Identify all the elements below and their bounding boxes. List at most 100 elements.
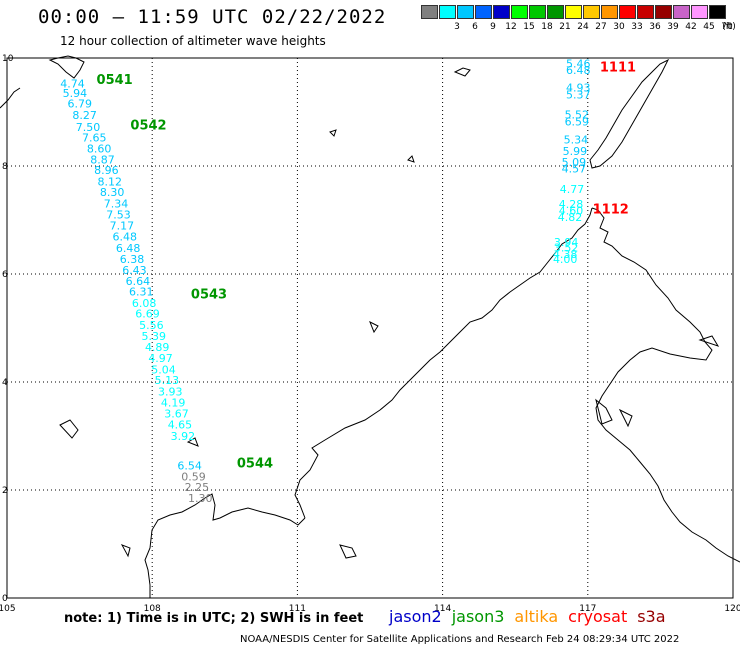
wave-height-label: 6.59 [565, 116, 590, 129]
color-scale-label: 33 [631, 22, 643, 32]
color-scale-label: 12 [505, 22, 517, 32]
wave-height-label: 4.28 [559, 198, 584, 211]
color-scale-label: 6 [472, 22, 478, 32]
coastline-segment [329, 129, 337, 137]
wave-height-label: 5.37 [566, 89, 591, 102]
y-tick-label: 8 [2, 162, 8, 172]
wave-height-label: 5.99 [563, 145, 588, 158]
color-scale-label: 42 [685, 22, 697, 32]
coastline-segment [120, 544, 131, 558]
color-scale-unit: (ft) [722, 22, 736, 32]
wave-height-label: 4.00 [553, 253, 578, 266]
wave-height-label: 6.08 [132, 297, 157, 310]
wave-height-label: 4.93 [566, 81, 591, 94]
wave-height-label: 0.59 [181, 470, 206, 483]
wave-height-label: 6.64 [126, 275, 151, 288]
wave-height-label: 8.87 [90, 153, 115, 166]
wave-height-label: 5.52 [565, 108, 590, 121]
coastline-segment [59, 419, 79, 439]
color-swatch [709, 5, 726, 19]
wave-height-label: 7.65 [82, 132, 107, 145]
wave-height-label: 5.56 [139, 319, 164, 332]
y-tick-label: 10 [2, 54, 14, 64]
wave-height-label: 4.57 [562, 162, 587, 175]
wave-height-label: 6.48 [116, 242, 140, 255]
color-scale-label: 36 [649, 22, 661, 32]
map-title: 00:00 – 11:59 UTC 02/22/2022 [38, 6, 387, 28]
wave-height-label: 5.46 [566, 58, 591, 71]
wave-height-label: 6.69 [135, 308, 160, 321]
coastline-segment [369, 320, 379, 334]
y-tick-label: 2 [2, 486, 8, 496]
coastline-segment [339, 544, 357, 559]
wave-height-label: 6.31 [129, 286, 154, 299]
footnote: note: 1) Time is in UTC; 2) SWH is in fe… [64, 611, 364, 626]
wave-height-label: 6.48 [566, 64, 591, 77]
wave-height-label: 8.12 [98, 175, 123, 188]
satellite-legend: jason2 jason3 altika cryosat s3a [389, 607, 676, 626]
wave-height-label: 3.52 [554, 241, 579, 254]
color-scale-label: 27 [595, 22, 607, 32]
coastline-segment [186, 437, 199, 447]
satellite-legend-item: jason2 [389, 607, 442, 626]
wave-height-label: 5.34 [564, 133, 589, 146]
wave-height-label: 3.92 [171, 430, 196, 443]
wave-height-label: 4.77 [560, 183, 585, 196]
wave-height-label: 6.38 [120, 253, 145, 266]
map-frame [6, 57, 734, 599]
wave-height-label: 7.53 [106, 208, 131, 221]
coastline-segment [407, 155, 415, 163]
wave-height-label: 4.19 [161, 396, 186, 409]
color-scale-label: 30 [613, 22, 625, 32]
coastline-segment [618, 408, 633, 428]
wave-height-label: 7.17 [110, 220, 135, 233]
wave-height-label: 8.30 [100, 186, 125, 199]
wave-height-label: 5.13 [155, 374, 180, 387]
credit-line: NOAA/NESDIS Center for Satellite Applica… [240, 634, 680, 645]
pass-time-label: 0541 [97, 73, 133, 88]
coastline [0, 55, 740, 598]
color-scale-label: 3 [454, 22, 460, 32]
color-swatch [547, 5, 564, 19]
wave-height-label: 8.60 [87, 143, 112, 156]
color-swatch [493, 5, 510, 19]
color-scale-label: 21 [559, 22, 571, 32]
color-swatch [655, 5, 672, 19]
color-scale-label: 15 [523, 22, 535, 32]
wave-height-label: 6.43 [122, 264, 147, 277]
x-tick-label: 120 [724, 604, 740, 614]
wave-height-label: 4.89 [145, 341, 170, 354]
x-tick-label: 114 [434, 604, 451, 614]
pass-labels: 0541 0542 0543 0544 1111 1112 [97, 61, 637, 472]
y-tick-label: 0 [2, 594, 8, 604]
color-scale-label: 70 [721, 22, 733, 32]
satellite-legend-item: cryosat [568, 607, 628, 626]
color-swatch [457, 5, 474, 19]
satellite-legend-item: jason3 [451, 607, 505, 626]
wave-height-label: 6.48 [113, 231, 137, 244]
lat-lon-grid: 105 108 111 114 117 120 0 2 4 6 8 10 [0, 54, 740, 614]
x-tick-label: 108 [144, 604, 161, 614]
color-swatch [583, 5, 600, 19]
pass-time-label: 0542 [130, 118, 166, 133]
wave-height-label: 4.97 [148, 352, 173, 365]
wave-height-label: 5.94 [63, 87, 88, 100]
wave-height-label: 7.50 [76, 121, 101, 134]
wave-height-label: 4.38 [553, 248, 578, 261]
satellite-legend-item: altika [514, 607, 559, 626]
wave-height-label: 4.82 [558, 211, 583, 224]
pass-time-label: 0544 [237, 456, 273, 471]
color-swatch [439, 5, 456, 19]
color-scale-label: 45 [703, 22, 715, 32]
wave-height-labels: 4.745.946.798.277.507.658.608.878.968.12… [60, 58, 590, 505]
wave-height-label: 5.09 [562, 156, 587, 169]
coastline-segment [294, 207, 593, 519]
y-tick-label: 4 [2, 378, 8, 388]
map-subtitle: 12 hour collection of altimeter wave hei… [60, 34, 326, 48]
pass-time-label: 1112 [593, 203, 629, 218]
color-swatch [601, 5, 618, 19]
wave-height-label: 6.79 [68, 98, 93, 111]
color-swatch [673, 5, 690, 19]
wave-height-label: 4.65 [168, 418, 193, 431]
